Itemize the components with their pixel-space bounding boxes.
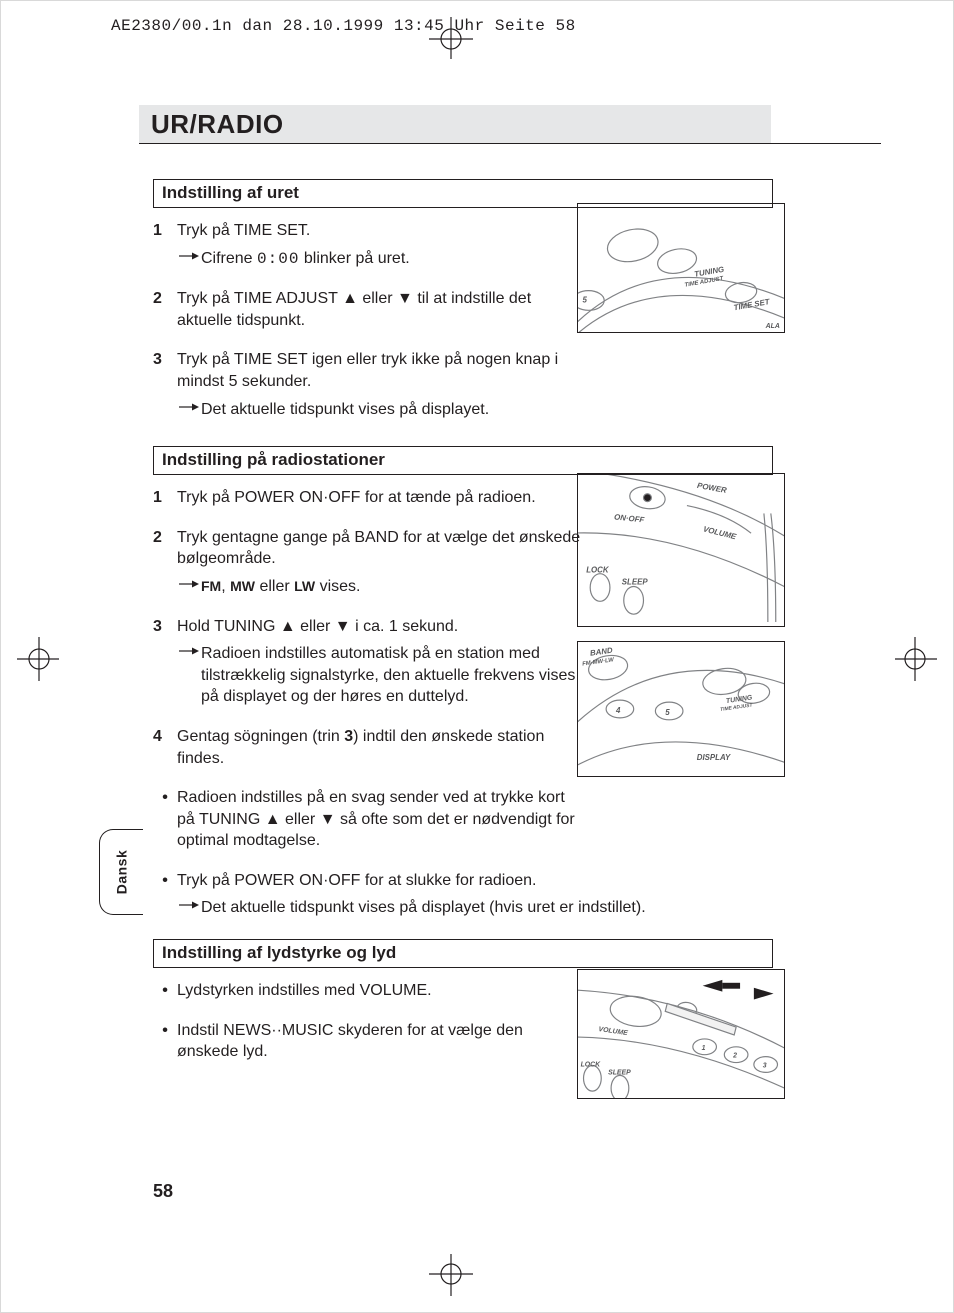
step-text: Radioen indstilles på en svag sender ved…	[177, 787, 583, 852]
bullet-icon: •	[153, 787, 177, 852]
bullet-icon: •	[153, 1020, 177, 1063]
bullet-icon: •	[153, 980, 177, 1002]
arrow-icon	[177, 576, 201, 598]
substep-text: Det aktuelle tidspunkt vises på displaye…	[201, 399, 489, 421]
substep-text: Det aktuelle tidspunkt vises på displaye…	[201, 897, 646, 919]
section-heading-volume: Indstilling af lydstyrke og lyd	[153, 939, 773, 968]
arrow-icon	[177, 399, 201, 421]
step-number: 3	[153, 349, 177, 420]
step-number: 2	[153, 288, 177, 331]
registration-mark-icon	[427, 11, 475, 59]
step-text: Hold TUNING ▲ eller ▼ i ca. 1 sekund.	[177, 618, 458, 635]
list-volume: • Lydstyrken indstilles med VOLUME. • In…	[153, 980, 583, 1063]
substep-text: FM, MW eller LW vises.	[201, 576, 360, 598]
list-item: 1 Tryk på POWER ON·OFF for at tænde på r…	[153, 487, 583, 509]
registration-mark-icon	[895, 635, 943, 683]
section-heading-tuning: Indstilling på radiostationer	[153, 446, 773, 475]
list-item: 2 Tryk gentagne gange på BAND for at væl…	[153, 527, 583, 598]
language-tab: Dansk	[99, 829, 143, 915]
page-title: UR/RADIO	[139, 105, 771, 143]
step-number: 4	[153, 726, 177, 769]
registration-mark-icon	[11, 635, 59, 683]
arrow-icon	[177, 643, 201, 708]
step-text: Tryk på TIME ADJUST ▲ eller ▼ til at ind…	[177, 288, 583, 331]
list-item: 2 Tryk på TIME ADJUST ▲ eller ▼ til at i…	[153, 288, 583, 331]
step-number: 1	[153, 487, 177, 509]
list-item: 3 Tryk på TIME SET igen eller tryk ikke …	[153, 349, 583, 420]
step-text: Tryk på POWER ON·OFF for at slukke for r…	[177, 872, 537, 889]
print-crop-info: AE2380/00.1n dan 28.10.1999 13:45 Uhr Se…	[111, 17, 576, 35]
divider	[139, 143, 881, 144]
content: Indstilling af uret 1 Tryk på TIME SET. …	[153, 169, 785, 1152]
bullet-icon: •	[153, 870, 177, 919]
step-text: Tryk på TIME SET igen eller tryk ikke på…	[177, 351, 558, 390]
step-text: Gentag sögningen (trin 3) indtil den øns…	[177, 726, 583, 769]
step-number: 2	[153, 527, 177, 598]
step-text: Lydstyrken indstilles med VOLUME.	[177, 980, 583, 1002]
list-clock: 1 Tryk på TIME SET. Cifrene 0:00 blinker…	[153, 220, 583, 420]
list-tuning-wide: • Tryk på POWER ON·OFF for at slukke for…	[153, 870, 773, 919]
step-text: Tryk på POWER ON·OFF for at tænde på rad…	[177, 487, 583, 509]
registration-mark-icon	[427, 1254, 475, 1302]
list-item: • Radioen indstilles på en svag sender v…	[153, 787, 583, 852]
list-item: 1 Tryk på TIME SET. Cifrene 0:00 blinker…	[153, 220, 583, 270]
list-item: • Indstil NEWS··MUSIC skyderen for at væ…	[153, 1020, 583, 1063]
step-text: Tryk på TIME SET.	[177, 222, 310, 239]
list-item: • Tryk på POWER ON·OFF for at slukke for…	[153, 870, 773, 919]
page-number: 58	[153, 1181, 173, 1202]
step-number: 3	[153, 616, 177, 708]
step-text: Indstil NEWS··MUSIC skyderen for at vælg…	[177, 1020, 583, 1063]
page: AE2380/00.1n dan 28.10.1999 13:45 Uhr Se…	[0, 0, 954, 1313]
arrow-icon	[177, 897, 201, 919]
substep-text: Cifrene 0:00 blinker på uret.	[201, 248, 410, 271]
section-heading-clock: Indstilling af uret	[153, 179, 773, 208]
list-item: 4 Gentag sögningen (trin 3) indtil den ø…	[153, 726, 583, 769]
arrow-icon	[177, 248, 201, 271]
substep-text: Radioen indstilles automatisk på en stat…	[201, 643, 583, 708]
list-item: • Lydstyrken indstilles med VOLUME.	[153, 980, 583, 1002]
list-item: 3 Hold TUNING ▲ eller ▼ i ca. 1 sekund. …	[153, 616, 583, 708]
list-tuning: 1 Tryk på POWER ON·OFF for at tænde på r…	[153, 487, 583, 852]
step-number: 1	[153, 220, 177, 270]
step-text: Tryk gentagne gange på BAND for at vælge…	[177, 529, 580, 568]
language-tab-label: Dansk	[114, 850, 130, 895]
